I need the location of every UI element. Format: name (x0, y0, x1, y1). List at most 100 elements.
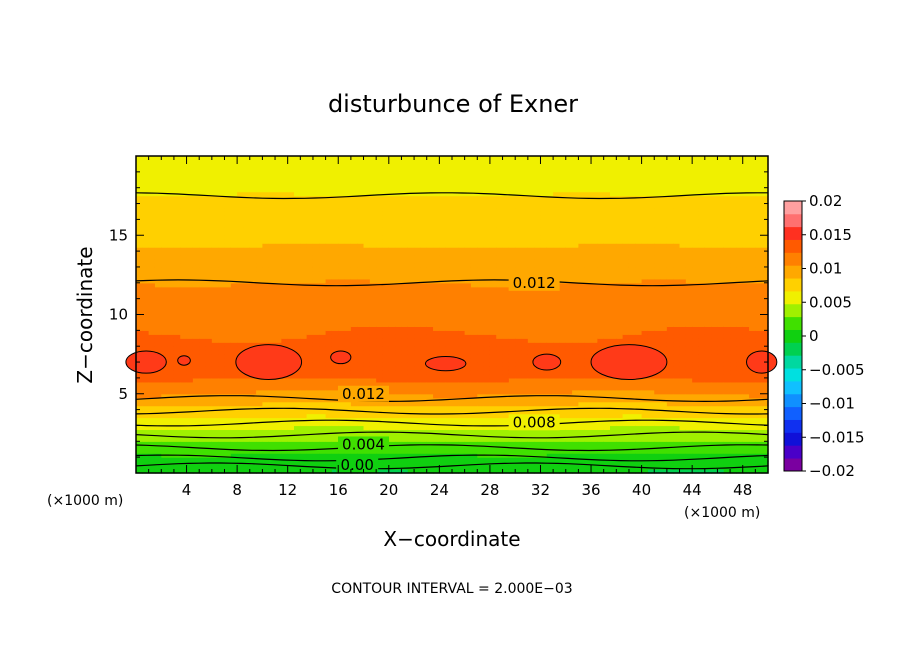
contour-cell (395, 298, 403, 304)
contour-cell (489, 469, 497, 474)
contour-cell (205, 342, 213, 347)
contour-cell (262, 318, 270, 324)
contour-cell (433, 425, 440, 431)
contour-cell (439, 350, 447, 355)
contour-cell (243, 405, 251, 411)
contour-cell (426, 326, 434, 331)
contour-cell (249, 421, 257, 427)
contour-cell (167, 449, 175, 454)
contour-cell (173, 274, 181, 280)
contour-cell (161, 354, 169, 359)
contour-cell (154, 469, 162, 474)
contour-cell (256, 199, 263, 205)
contour-cell (508, 326, 516, 331)
contour-cell (496, 286, 504, 292)
contour-cell (218, 211, 226, 217)
contour-cell (515, 298, 523, 304)
contour-cell (439, 401, 447, 407)
contour-cell (142, 294, 150, 300)
contour-cell (186, 350, 194, 355)
contour-cell (521, 397, 529, 403)
contour-cell (521, 326, 529, 331)
contour-cell (180, 425, 188, 431)
contour-cell (300, 211, 308, 217)
contour-cell (369, 290, 377, 296)
contour-cell (357, 421, 365, 427)
contour-cell (325, 318, 333, 324)
contour-cell (199, 203, 207, 209)
contour-cell (521, 187, 529, 193)
contour-cell (256, 334, 263, 339)
contour-cell (350, 377, 358, 383)
contour-cell (275, 231, 282, 236)
contour-cell (395, 409, 403, 415)
contour-cell (173, 449, 181, 454)
contour-cell (287, 306, 295, 312)
contour-cell (376, 159, 384, 165)
contour-cell (439, 449, 447, 454)
contour-cell (331, 377, 339, 383)
contour-cell (136, 425, 143, 431)
contour-cell (439, 298, 447, 304)
contour-cell (464, 175, 472, 181)
contour-cell (458, 282, 466, 288)
contour-cell (186, 366, 194, 371)
contour-cell (452, 306, 459, 312)
contour-cell (224, 231, 232, 236)
contour-cell (527, 342, 535, 347)
contour-cell (300, 417, 308, 423)
contour-cell (148, 199, 156, 205)
contour-cell (496, 171, 504, 177)
contour-cell (414, 215, 421, 220)
contour-cell (477, 294, 485, 300)
contour-cell (224, 350, 232, 355)
contour-cell (199, 159, 207, 165)
contour-cell (256, 227, 263, 232)
contour-cell (281, 453, 289, 458)
contour-cell (452, 401, 459, 407)
contour-cell (401, 306, 409, 312)
contour-cell (464, 159, 472, 165)
contour-cell (180, 294, 188, 300)
contour-cell (502, 437, 510, 442)
contour-cell (357, 401, 365, 407)
contour-cell (199, 175, 207, 181)
contour-cell (180, 385, 188, 391)
contour-cell (439, 342, 447, 347)
contour-cell (180, 278, 188, 284)
contour-cell (275, 270, 282, 276)
contour-cell (407, 175, 415, 181)
contour-cell (395, 215, 403, 220)
contour-cell (477, 298, 485, 304)
contour-cell (325, 171, 333, 177)
contour-cell (300, 207, 308, 213)
contour-cell (376, 469, 384, 474)
contour-cell (369, 259, 377, 264)
contour-cell (401, 175, 409, 181)
contour-cell (294, 334, 301, 339)
contour-cell (211, 362, 219, 367)
contour-cell (287, 393, 295, 399)
contour-cell (136, 262, 143, 268)
contour-cell (230, 338, 238, 343)
contour-cell (294, 318, 301, 324)
contour-cell (287, 251, 295, 256)
contour-cell (464, 302, 472, 308)
contour-cell (350, 417, 358, 423)
contour-cell (489, 171, 497, 177)
contour-cell (294, 183, 301, 189)
contour-cell (496, 346, 504, 351)
contour-cell (173, 457, 181, 462)
contour-cell (338, 199, 346, 205)
contour-cell (470, 397, 478, 403)
contour-cell (275, 199, 282, 205)
contour-cell (433, 445, 440, 450)
contour-cell (325, 179, 333, 185)
contour-cell (452, 195, 459, 201)
contour-cell (192, 441, 200, 446)
contour-cell (294, 274, 301, 280)
contour-cell (161, 449, 169, 454)
contour-cell (306, 278, 314, 284)
contour-cell (382, 199, 390, 205)
contour-cell (192, 171, 200, 177)
